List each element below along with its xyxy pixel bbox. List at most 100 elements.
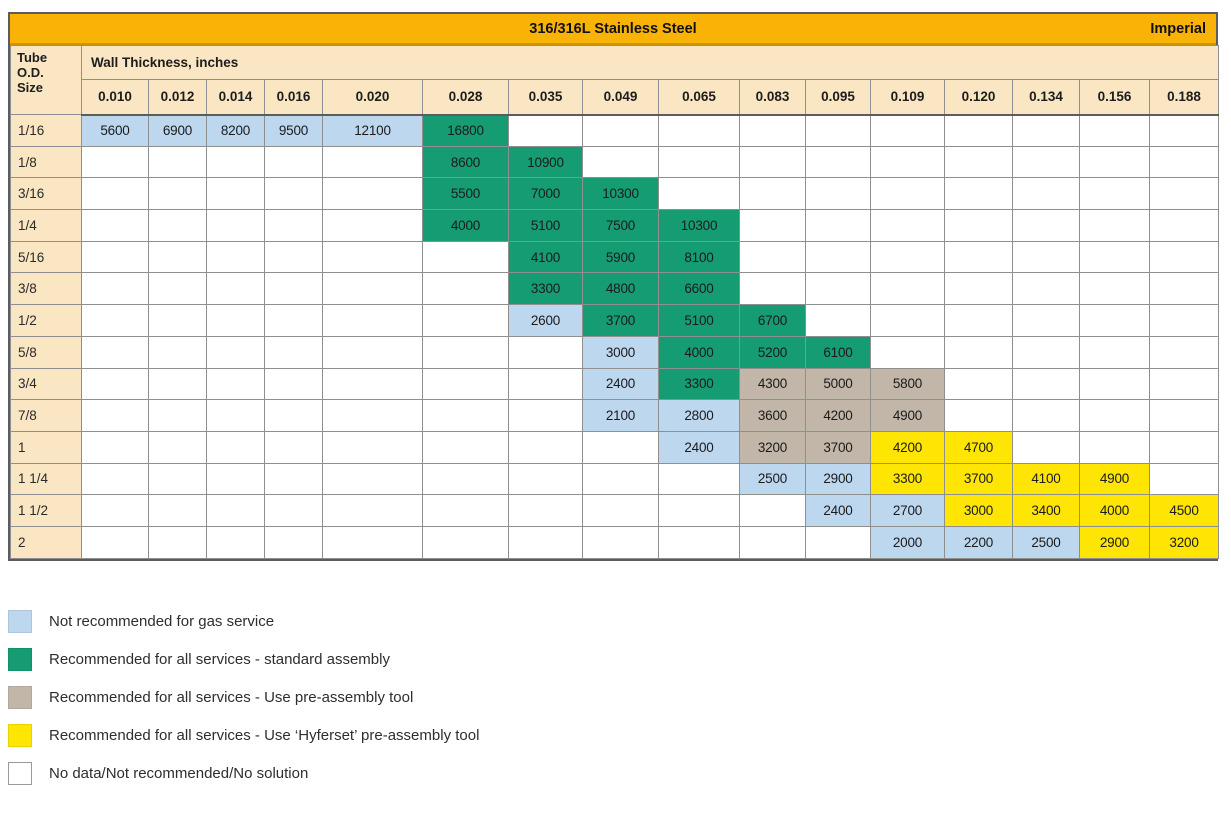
legend-item: Recommended for all services - Use ‘Hyfe… <box>8 717 1223 755</box>
empty-cell <box>148 462 207 496</box>
empty-cell <box>322 335 423 369</box>
empty-cell <box>1012 367 1080 401</box>
row-label-5/16: 5/16 <box>10 240 82 274</box>
pressure-cell-5/8-0.083: 5200 <box>739 335 806 369</box>
empty-cell <box>870 209 945 242</box>
empty-cell <box>658 462 740 496</box>
empty-cell <box>422 399 509 432</box>
legend-label: Recommended for all services - Use pre-a… <box>49 689 414 707</box>
empty-cell <box>81 240 149 274</box>
empty-cell <box>206 430 265 464</box>
empty-cell <box>944 114 1013 147</box>
column-header-0.188: 0.188 <box>1148 79 1220 116</box>
table-row-1: 1 2400 3200 3700 4200 4700 <box>10 430 1220 464</box>
empty-cell <box>206 494 265 527</box>
table-title-bar: 316/316L Stainless Steel Imperial <box>10 14 1216 45</box>
empty-cell <box>1079 114 1150 147</box>
empty-cell <box>739 525 806 559</box>
empty-cell <box>1079 177 1150 211</box>
empty-cell <box>148 240 207 274</box>
table-row-5/8: 5/8 3000 4000 5200 6100 <box>10 335 1220 369</box>
empty-cell <box>81 525 149 559</box>
row-header-title: Tube O.D. Size <box>10 45 82 115</box>
legend-label: No data/Not recommended/No solution <box>49 765 309 783</box>
row-label-1: 1 <box>10 430 82 464</box>
empty-cell <box>148 145 207 179</box>
empty-cell <box>322 272 423 306</box>
empty-cell <box>148 335 207 369</box>
empty-cell <box>944 367 1013 401</box>
empty-cell <box>944 304 1013 337</box>
pressure-cell-5/16-0.035: 4100 <box>508 240 583 274</box>
pressure-cell-1-0.109: 4200 <box>870 430 945 464</box>
empty-cell <box>81 145 149 179</box>
rating-sheet: 316/316L Stainless Steel Imperial Tube O… <box>8 12 1220 561</box>
empty-cell <box>322 462 423 496</box>
empty-cell <box>81 209 149 242</box>
empty-cell <box>81 304 149 337</box>
empty-cell <box>206 304 265 337</box>
empty-cell <box>658 114 740 147</box>
empty-cell <box>870 335 945 369</box>
pressure-cell-3/4-0.083: 4300 <box>739 367 806 401</box>
table-row-3/4: 3/4 2400 3300 4300 5000 5800 <box>10 367 1220 401</box>
empty-cell <box>422 430 509 464</box>
empty-cell <box>81 335 149 369</box>
pressure-cell-1/16-0.020: 12100 <box>322 114 423 147</box>
empty-cell <box>81 430 149 464</box>
column-group-header: Wall Thickness, inches <box>80 45 1220 80</box>
empty-cell <box>422 367 509 401</box>
pressure-cell-1-0.065: 2400 <box>658 430 740 464</box>
pressure-cell-5/8-0.049: 3000 <box>582 335 659 369</box>
empty-cell <box>322 177 423 211</box>
empty-cell <box>805 145 871 179</box>
empty-cell <box>206 399 265 432</box>
table-row-1_1/2: 1 1/2 2400 2700 3000 3400 4000 4500 <box>10 494 1220 527</box>
pressure-cell-1-0.083: 3200 <box>739 430 806 464</box>
empty-cell <box>870 304 945 337</box>
table-row-2: 2 2000 2200 2500 2900 3200 <box>10 525 1220 559</box>
empty-cell <box>1012 177 1080 211</box>
pressure-cell-3/16-0.028: 5500 <box>422 177 509 211</box>
pressure-cell-1-0.095: 3700 <box>805 430 871 464</box>
pressure-cell-3/4-0.049: 2400 <box>582 367 659 401</box>
empty-cell <box>81 494 149 527</box>
pressure-cell-1/8-0.035: 10900 <box>508 145 583 179</box>
empty-cell <box>264 209 323 242</box>
empty-cell <box>1012 240 1080 274</box>
table-row-3/16: 3/16 5500 7000 10300 <box>10 177 1220 211</box>
empty-cell <box>944 240 1013 274</box>
pressure-cell-5/16-0.049: 5900 <box>582 240 659 274</box>
table-body: 1/16 5600 6900 8200 9500 12100 16800 1/8 8600 109… <box>10 114 1220 559</box>
pressure-cell-1_1/2-0.156: 4000 <box>1079 494 1150 527</box>
row-label-5/8: 5/8 <box>10 335 82 369</box>
empty-cell <box>148 430 207 464</box>
pressure-cell-3/8-0.035: 3300 <box>508 272 583 306</box>
empty-cell <box>1079 430 1150 464</box>
empty-cell <box>206 177 265 211</box>
units-label: Imperial <box>1150 21 1206 37</box>
empty-cell <box>1079 240 1150 274</box>
empty-cell <box>805 177 871 211</box>
empty-cell <box>1012 272 1080 306</box>
empty-cell <box>206 209 265 242</box>
empty-cell <box>264 335 323 369</box>
empty-cell <box>206 462 265 496</box>
empty-cell <box>739 209 806 242</box>
empty-cell <box>944 399 1013 432</box>
empty-cell <box>264 399 323 432</box>
row-label-1/2: 1/2 <box>10 304 82 337</box>
empty-cell <box>264 462 323 496</box>
empty-cell <box>322 430 423 464</box>
empty-cell <box>805 114 871 147</box>
pressure-cell-3/4-0.109: 5800 <box>870 367 945 401</box>
legend-swatch-empty <box>8 762 32 786</box>
table-row-3/8: 3/8 3300 4800 6600 <box>10 272 1220 306</box>
empty-cell <box>422 272 509 306</box>
empty-cell <box>148 494 207 527</box>
pressure-cell-1/8-0.028: 8600 <box>422 145 509 179</box>
empty-cell <box>148 272 207 306</box>
empty-cell <box>582 114 659 147</box>
table-row-1/4: 1/4 4000 5100 7500 10300 <box>10 209 1220 242</box>
empty-cell <box>1148 462 1220 496</box>
